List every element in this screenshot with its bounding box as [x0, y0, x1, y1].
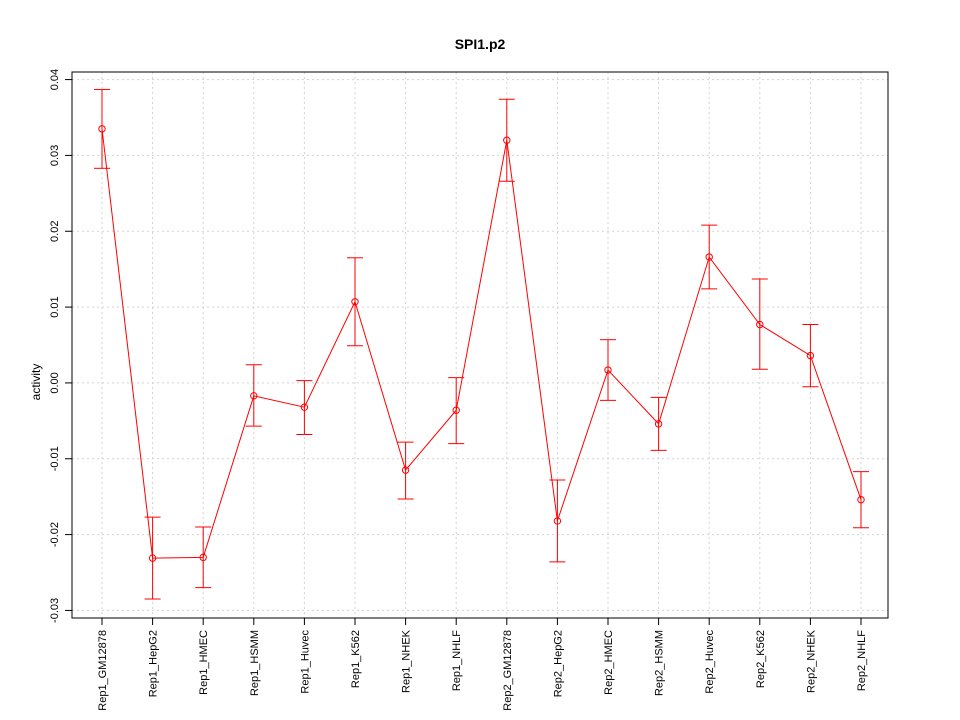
x-tick-label: Rep2_HSMM — [654, 630, 666, 696]
x-tick-label: Rep2_HepG2 — [552, 630, 564, 697]
x-tick-label: Rep2_NHLF — [856, 630, 868, 691]
y-tick-label: 0.04 — [49, 69, 61, 90]
y-tick-label: -0.03 — [49, 598, 61, 623]
x-tick-label: Rep2_Huvec — [704, 630, 716, 694]
data-point — [250, 392, 258, 400]
data-series — [94, 88, 869, 600]
x-tick-label: Rep1_NHLF — [451, 630, 463, 691]
x-tick-label: Rep1_NHEK — [401, 629, 413, 693]
data-point — [452, 406, 460, 414]
data-point — [351, 298, 359, 306]
data-point — [806, 351, 815, 360]
y-tick-label: -0.02 — [49, 522, 61, 547]
plot-frame — [71, 71, 889, 619]
y-tick-label: 0.03 — [49, 145, 61, 166]
x-tick-label: Rep1_HSMM — [249, 630, 261, 696]
data-point — [705, 253, 713, 261]
data-point — [98, 125, 106, 133]
x-tick-label: Rep2_K562 — [755, 630, 767, 688]
x-tick-label: Rep1_K562 — [350, 630, 362, 688]
y-tick-label: 0.00 — [49, 372, 61, 393]
data-point — [553, 517, 562, 525]
data-point — [503, 136, 511, 144]
y-tick-label: 0.02 — [49, 221, 61, 242]
x-tick-label: Rep2_HMEC — [603, 630, 615, 695]
gridlines — [72, 72, 888, 618]
x-tick-label: Rep1_Huvec — [299, 630, 311, 694]
data-point — [857, 496, 865, 504]
x-tick-label: Rep1_GM12878 — [97, 630, 109, 711]
data-point — [604, 366, 612, 374]
data-point — [654, 420, 663, 428]
y-tick-label: 0.01 — [49, 296, 61, 317]
x-axis: Rep1_GM12878 Rep1_HepG2 Rep1_HMEC Rep1_HSMM… — [97, 618, 868, 711]
x-tick-label: Rep2_NHEK — [805, 629, 817, 693]
series-line — [101, 128, 862, 559]
data-point — [300, 403, 309, 411]
data-point — [756, 320, 764, 329]
chart-title: SPI1.p2 — [455, 36, 506, 52]
y-tick-label: -0.01 — [49, 446, 61, 471]
x-tick-label: Rep1_HMEC — [198, 630, 210, 695]
x-tick-label: Rep2_GM12878 — [502, 630, 514, 711]
data-point — [199, 553, 207, 562]
data-point — [401, 466, 410, 474]
y-axis-label: activity — [29, 364, 43, 401]
data-point — [148, 554, 157, 562]
y-axis: -0.03 -0.02 -0.01 0.00 0.01 0.02 0.03 0.04 — [49, 69, 72, 623]
x-tick-label: Rep1_HepG2 — [148, 630, 160, 697]
